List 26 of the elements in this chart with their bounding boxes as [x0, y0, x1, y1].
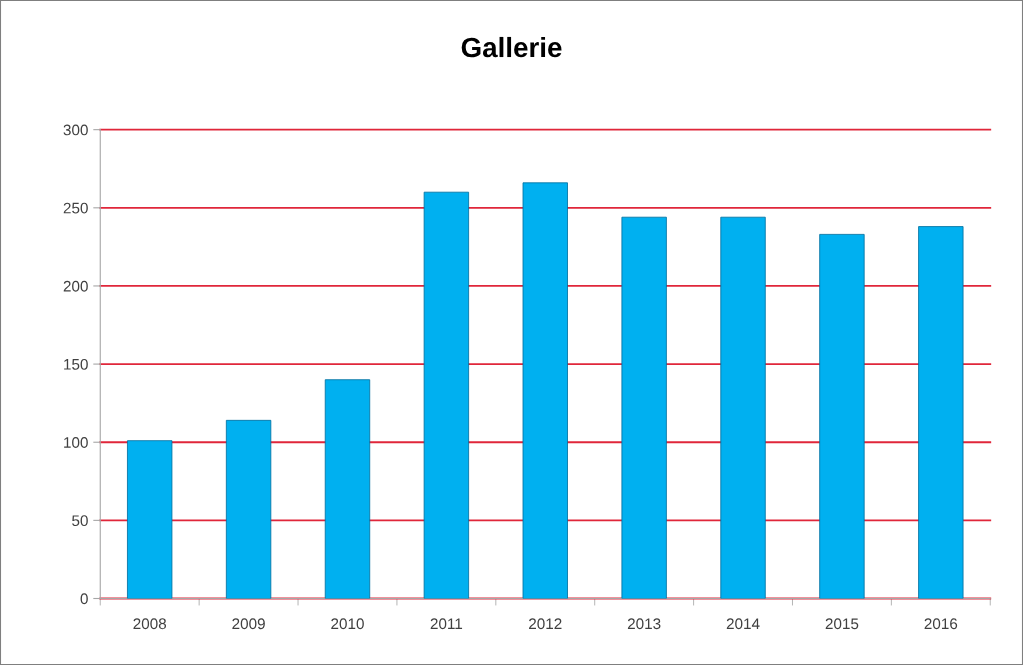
- y-tick-label: 150: [64, 358, 88, 370]
- y-tick-label: 300: [63, 124, 88, 136]
- chart-title: Gallerie: [461, 36, 562, 58]
- bar: [225, 419, 272, 599]
- y-tick-label: 0: [80, 593, 88, 605]
- y-tick-label: 200: [63, 280, 88, 292]
- bar: [127, 440, 173, 599]
- x-tick-label: 2012: [529, 618, 562, 630]
- bar: [819, 233, 865, 599]
- bar: [324, 379, 371, 599]
- bar: [423, 191, 470, 599]
- bar: [720, 216, 766, 599]
- y-tick-label: 100: [64, 437, 88, 448]
- y-tick-label: 250: [63, 202, 88, 214]
- x-tick-label: 2009: [232, 618, 265, 630]
- bar: [522, 182, 568, 599]
- x-tick-label: 2010: [331, 618, 364, 630]
- y-tick-label: 50: [72, 515, 88, 527]
- x-tick-label: 2011: [430, 618, 463, 630]
- x-tick-label: 2008: [133, 618, 167, 630]
- bar: [621, 216, 667, 599]
- x-tick-label: 2016: [924, 618, 958, 630]
- x-tick-label: 2014: [726, 618, 760, 630]
- bar: [918, 226, 964, 599]
- x-tick-label: 2013: [627, 618, 661, 630]
- x-tick-label: 2015: [825, 618, 859, 630]
